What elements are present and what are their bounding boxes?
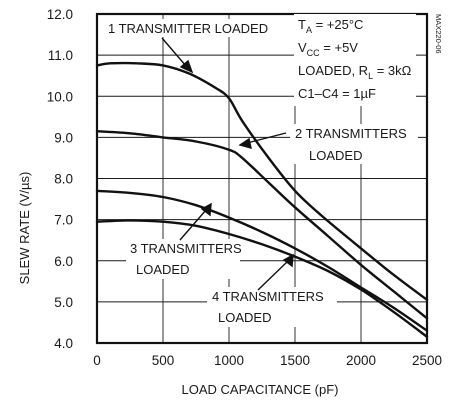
series-line-1 <box>95 61 429 301</box>
series-label-4-line1: 4 TRANSMITTERS <box>212 289 324 304</box>
annotations: 1 TRANSMITTER LOADED 2 TRANSMITTERS LOAD… <box>104 14 443 327</box>
condition-cap: C1–C4 = 1µF <box>298 86 376 101</box>
tick-labels: 0 500 1000 1500 2000 2500 4.0 5.0 6.0 7.0 8.0 9.0 10… <box>47 7 442 368</box>
y-tick-label: 12.0 <box>47 7 73 22</box>
label-bg-1 <box>104 19 284 37</box>
series-label-2-line1: 2 TRANSMITTERS <box>295 126 407 141</box>
y-tick-label: 11.0 <box>48 48 73 63</box>
x-tick-label: 1000 <box>214 353 244 368</box>
arrow-4-line <box>257 260 289 291</box>
label-bg-3 <box>126 239 240 279</box>
leader-arrows <box>161 37 294 291</box>
series-label-3-line2: LOADED <box>136 262 189 277</box>
conditions-bg <box>294 14 416 106</box>
series-label-4-line2: LOADED <box>218 310 271 325</box>
y-tick-label: 6.0 <box>54 254 73 269</box>
arrow-2-head <box>238 137 252 149</box>
y-tick-label: 5.0 <box>54 295 73 310</box>
condition-rl: LOADED, RL = 3kΩ <box>298 63 412 81</box>
arrow-3-head <box>200 202 212 217</box>
y-axis-label: SLEW RATE (V/µs) <box>17 172 32 285</box>
condition-ta: TA = +25°C <box>298 17 363 35</box>
y-tick-label: 9.0 <box>54 130 73 145</box>
y-tick-label: 8.0 <box>54 172 73 187</box>
series-label-2-line2: LOADED <box>309 148 362 163</box>
y-tick-label: 7.0 <box>54 213 73 228</box>
series-label-3-line1: 3 TRANSMITTERS <box>130 241 242 256</box>
x-tick-label: 0 <box>93 353 101 368</box>
series-layer <box>95 61 429 338</box>
series-label-1: 1 TRANSMITTER LOADED <box>108 21 268 36</box>
x-tick-label: 500 <box>152 353 175 368</box>
series-line-4 <box>95 219 429 338</box>
label-bg-2 <box>290 124 418 164</box>
part-id: MAX220-06 <box>434 14 443 54</box>
series-line-2 <box>95 130 429 320</box>
arrow-1-head <box>179 59 194 74</box>
arrow-2-line <box>246 132 287 144</box>
series-line-3 <box>95 189 429 332</box>
arrow-3-line <box>179 209 207 241</box>
plot-frame <box>95 12 429 345</box>
arrow-1-line <box>161 37 187 67</box>
condition-vcc: VCC = +5V <box>298 40 358 58</box>
x-axis-label: LOAD CAPACITANCE (pF) <box>182 382 339 397</box>
x-tick-label: 2500 <box>412 353 442 368</box>
y-tick-label: 10.0 <box>47 89 73 104</box>
x-tick-label: 1500 <box>280 353 310 368</box>
arrow-4-head <box>282 253 294 268</box>
label-bg-4 <box>207 287 337 327</box>
y-tick-label: 4.0 <box>54 336 73 351</box>
x-tick-label: 2000 <box>346 353 376 368</box>
